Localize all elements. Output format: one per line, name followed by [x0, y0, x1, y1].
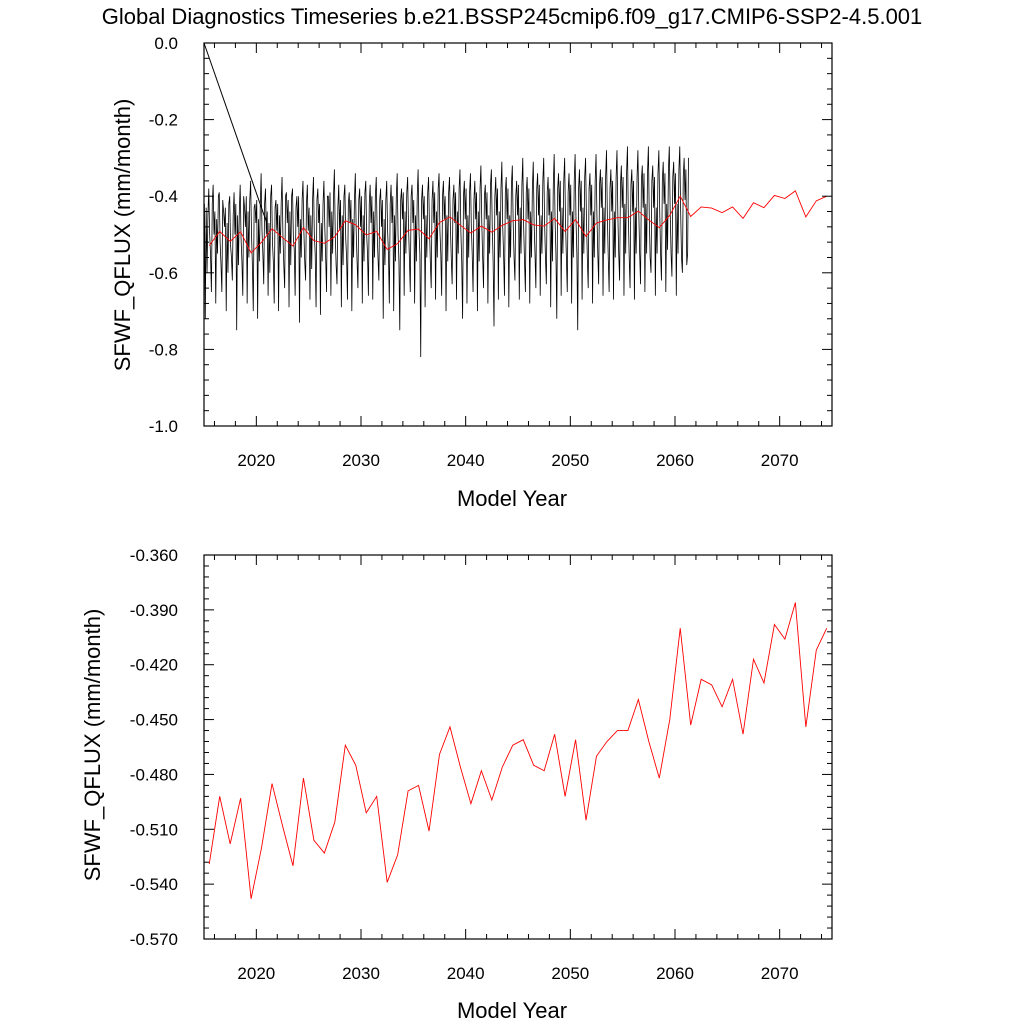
- top-series-monthly-line: [204, 146, 689, 358]
- bottom-plot-area: 2020 2030 2040 2050 2060 2070 -0.360 -0.390 -0.4…: [130, 546, 833, 983]
- bottom-y-tick-label: -0.360: [130, 546, 178, 565]
- bottom-y-tick-label: -0.390: [130, 601, 178, 620]
- bottom-x-tick-label: 2020: [237, 964, 275, 983]
- bottom-y-axis-title: SFWF_QFLUX (mm/month): [80, 609, 105, 882]
- bottom-x-tick-label: 2050: [551, 964, 589, 983]
- bottom-series-annual-line: [208, 602, 828, 899]
- top-series-monthly-segment: [203, 42, 268, 224]
- top-x-tick-label: 2030: [342, 451, 380, 470]
- chart-title: Global Diagnostics Timeseries b.e21.BSSP…: [102, 4, 923, 29]
- top-x-tick-label: 2060: [656, 451, 694, 470]
- top-y-tick-label: 0.0: [154, 34, 178, 53]
- bottom-x-tick-label: 2040: [447, 964, 485, 983]
- top-y-tick-label: -0.2: [149, 111, 178, 130]
- top-x-tick-label: 2040: [447, 451, 485, 470]
- bottom-x-axis-title: Model Year: [457, 998, 567, 1023]
- bottom-y-tick-label: -0.510: [130, 820, 178, 839]
- top-panel: 2020 2030 2040 2050 2060 2070 0.0 -0.2 -0.4 -0.6 -…: [110, 34, 833, 511]
- top-x-tick-label: 2050: [551, 451, 589, 470]
- top-y-tick-label: -0.6: [149, 264, 178, 283]
- bottom-x-tick-label: 2030: [342, 964, 380, 983]
- top-y-tick-label: -0.8: [149, 340, 178, 359]
- top-series-annual-line: [208, 190, 827, 254]
- top-y-tick-label: -0.4: [149, 187, 178, 206]
- bottom-panel: 2020 2030 2040 2050 2060 2070 -0.360 -0.390 -0.4…: [80, 546, 833, 1023]
- bottom-x-tick-label: 2060: [656, 964, 694, 983]
- bottom-y-tick-label: -0.540: [130, 875, 178, 894]
- top-x-tick-label: 2020: [237, 451, 275, 470]
- bottom-x-tick-label: 2070: [761, 964, 799, 983]
- bottom-y-tick-label: -0.450: [130, 711, 178, 730]
- bottom-plot-frame: [203, 554, 833, 940]
- top-x-tick-label: 2070: [761, 451, 799, 470]
- top-y-axis-title: SFWF_QFLUX (mm/month): [110, 99, 135, 372]
- top-plot-area: 2020 2030 2040 2050 2060 2070 0.0 -0.2 -0.4 -0.6 -…: [149, 34, 833, 470]
- bottom-y-tick-label: -0.570: [130, 930, 178, 949]
- top-plot-frame: [203, 42, 833, 427]
- top-y-tick-label: -1.0: [149, 417, 178, 436]
- bottom-y-tick-label: -0.420: [130, 656, 178, 675]
- bottom-y-tick-label: -0.480: [130, 765, 178, 784]
- top-x-axis-title: Model Year: [457, 486, 567, 511]
